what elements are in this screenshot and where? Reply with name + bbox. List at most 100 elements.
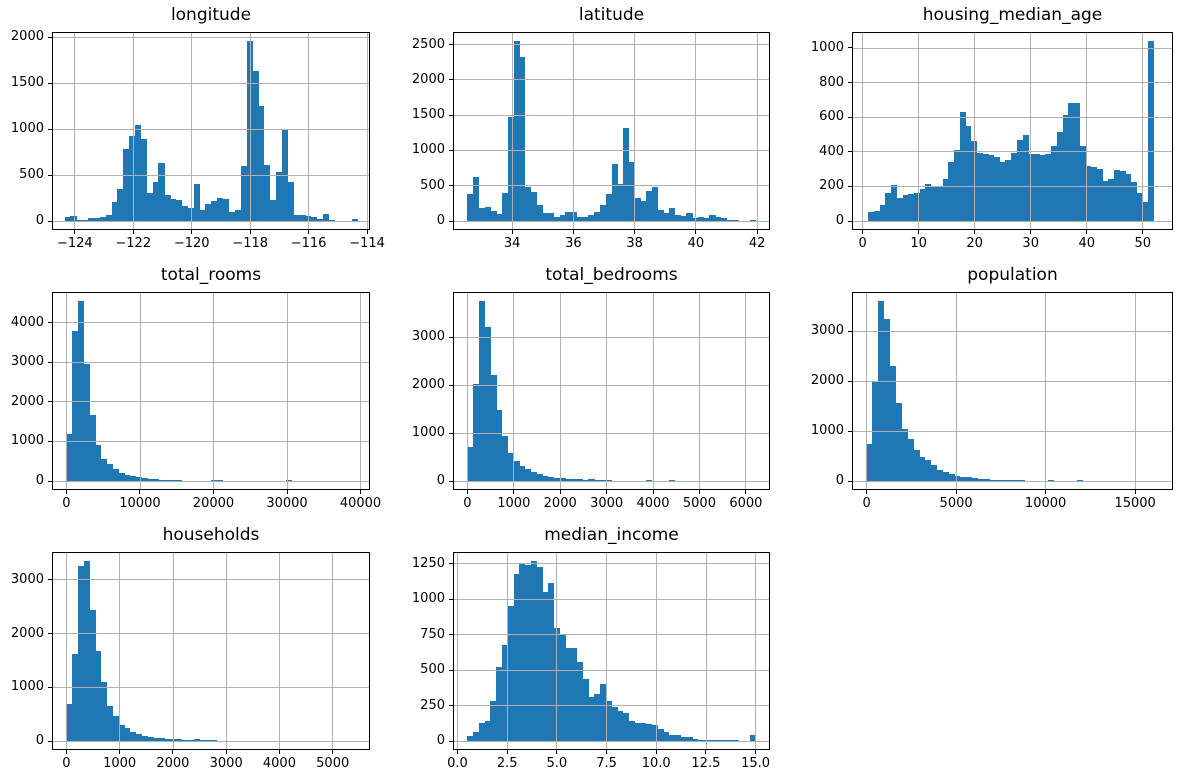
total_rooms-y-tick-label: 2000 — [10, 393, 44, 409]
households-histogram-bar — [112, 716, 119, 741]
longitude-x-tick-label: −114 — [349, 236, 385, 251]
housing_median_age-histogram-bar — [936, 186, 943, 221]
housing_median_age-y-tick-label: 200 — [819, 178, 844, 194]
latitude-y-tick-label: 1500 — [411, 107, 445, 123]
households-histogram-bar — [164, 738, 171, 741]
households-histogram-bar — [141, 735, 148, 741]
total_rooms-gridline-h — [52, 401, 370, 403]
total_bedrooms-gridline-v — [513, 292, 515, 490]
population-gridline-h — [852, 380, 1173, 382]
housing_median_age-histogram-bar — [1136, 193, 1143, 221]
median_income-x-tickmark — [705, 750, 707, 754]
housing_median_age-histogram-bar — [965, 125, 972, 221]
median_income-y-tick-label: 500 — [420, 662, 445, 678]
total_bedrooms-histogram-bar — [536, 473, 543, 481]
population-histogram-bar — [930, 465, 938, 481]
latitude-x-tickmark — [695, 230, 697, 234]
housing_median_age-gridline-v — [862, 32, 864, 230]
longitude-histogram-bar — [93, 217, 101, 221]
housing_median_age-x-tick-label: 20 — [966, 236, 983, 251]
population-histogram-bar — [889, 366, 897, 481]
longitude-x-tick-label: −120 — [173, 236, 210, 251]
housing_median_age-histogram-bar — [982, 153, 989, 221]
total_bedrooms-gridline-h — [453, 480, 770, 482]
total_rooms-gridline-v — [213, 292, 215, 490]
latitude-gridline-v — [511, 32, 513, 230]
housing_median_age-gridline-h — [852, 220, 1173, 222]
housing_median_age-histogram-bar — [891, 184, 898, 221]
median_income-gridline-v — [457, 552, 459, 750]
population-y-tick-label: 0 — [835, 473, 844, 488]
total_bedrooms-histogram-bar — [565, 478, 572, 481]
population-x-tick-label: 10000 — [1024, 496, 1067, 511]
households-x-tickmark — [278, 750, 280, 754]
total_rooms-gridline-h — [52, 480, 370, 482]
population-y-tick-label: 2000 — [810, 373, 844, 388]
total_bedrooms-title: total_bedrooms — [545, 265, 678, 285]
total_bedrooms-histogram-bar — [548, 477, 555, 481]
total_rooms-x-tickmark — [65, 490, 67, 494]
longitude-histogram-bar — [352, 218, 359, 221]
households-histogram-bar — [83, 561, 90, 741]
total_bedrooms-histogram-bar — [478, 301, 486, 481]
population-histogram-bar — [954, 476, 961, 481]
median_income-gridline-v — [755, 552, 757, 750]
total_bedrooms-x-tick-label: 2000 — [543, 496, 577, 511]
population-gridline-v — [1045, 292, 1047, 490]
latitude-x-tick-label: 34 — [503, 236, 521, 251]
latitude-histogram-bar — [640, 200, 647, 221]
total_rooms-y-tick-label: 0 — [35, 473, 44, 488]
housing_median_age-y-tickmark — [848, 185, 852, 187]
median_income-x-tickmark — [606, 750, 608, 754]
longitude-histogram-bar — [264, 164, 271, 221]
housing_median_age-histogram-bar — [1039, 155, 1046, 221]
housing_median_age-histogram-bar — [1085, 165, 1092, 221]
median_income-histogram-bar — [496, 667, 503, 741]
population-gridline-h — [852, 330, 1173, 332]
latitude-histogram-bar — [663, 212, 670, 221]
housing_median_age-histogram-bar — [1056, 131, 1063, 221]
longitude-histogram-bar — [328, 220, 335, 221]
longitude-gridline-v — [366, 32, 368, 230]
total_bedrooms-histogram-bar — [467, 447, 474, 481]
median_income-y-tick-label: 1000 — [411, 591, 445, 607]
total_bedrooms-histogram-bar — [519, 466, 526, 481]
latitude-x-tickmark — [511, 230, 513, 234]
median_income-y-tick-label: 750 — [420, 626, 445, 642]
housing_median_age-histogram-bar — [1068, 103, 1075, 221]
median_income-gridline-h — [453, 598, 770, 600]
total_rooms-histogram-bar — [118, 473, 125, 481]
housing_median_age-x-tickmark — [1142, 230, 1144, 234]
median_income-x-tickmark — [456, 750, 458, 754]
housing_median_age-histogram-bar — [913, 193, 921, 221]
latitude-histogram-bar — [484, 206, 491, 221]
median_income-histogram-bar — [651, 725, 658, 741]
housing_median_age-y-tick-label: 0 — [835, 213, 844, 228]
median_income-histogram-bar — [663, 731, 670, 741]
households-x-tick-label: 3000 — [209, 756, 243, 771]
median_income-histogram-bar — [749, 734, 756, 741]
longitude-y-tick-label: 2000 — [10, 29, 44, 45]
latitude-histogram-bar — [594, 211, 601, 221]
housing_median_age-histogram-bar — [1005, 159, 1012, 221]
median_income-x-tick-label: 15.0 — [741, 756, 771, 771]
longitude-y-tick-label: 1500 — [10, 75, 44, 91]
housing_median_age-histogram-bar — [1079, 145, 1086, 221]
total_bedrooms-y-tick-label: 0 — [436, 473, 445, 488]
median_income-histogram-bar — [525, 565, 532, 741]
population-gridline-v — [955, 292, 957, 490]
median_income-histogram-bar — [669, 734, 676, 741]
longitude-histogram-bar — [123, 149, 130, 221]
total_rooms-histogram-bar — [112, 468, 119, 481]
latitude-gridline-v — [572, 32, 574, 230]
housing_median_age-x-tickmark — [918, 230, 920, 234]
total_bedrooms-gridline-h — [453, 432, 770, 434]
latitude-y-tick-label: 0 — [436, 213, 445, 228]
longitude-histogram-bar — [193, 184, 200, 221]
longitude-histogram-bar — [316, 218, 324, 221]
housing_median_age-histogram-bar — [919, 188, 926, 221]
median_income-histogram-bar — [657, 728, 664, 741]
total_rooms-gridline-v — [360, 292, 362, 490]
households-histogram-bar — [153, 737, 160, 741]
latitude-histogram-bar — [726, 219, 733, 221]
